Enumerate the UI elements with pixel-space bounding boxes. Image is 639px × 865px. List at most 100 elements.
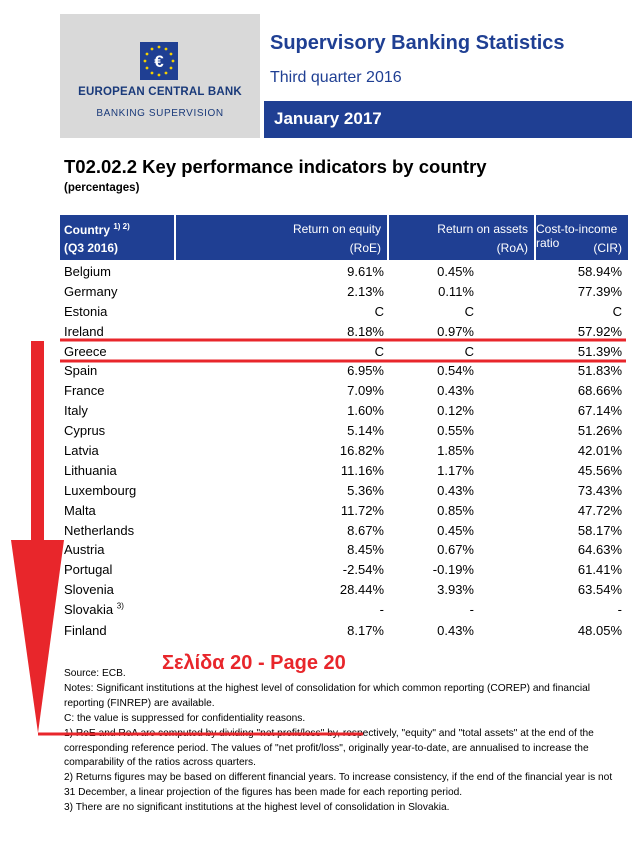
roe-cell: 8.18% (347, 323, 384, 339)
roa-cell: C (464, 303, 474, 319)
ecb-logo-box: € EUROPEAN CENTRAL BANK BANKING SUPERVIS… (60, 14, 260, 138)
roa-cell: 0.11% (438, 283, 474, 299)
cir-cell: 63.54% (577, 582, 622, 598)
country-cell: Spain (64, 361, 97, 381)
country-cell: Slovenia (64, 580, 114, 600)
roe-cell: 28.44% (339, 582, 384, 598)
footnote-2: 2) Returns figures may be based on diffe… (64, 772, 613, 799)
country-cell: Portugal (64, 560, 112, 580)
roa-cell: 0.43% (437, 482, 474, 498)
roe-cell: 7.09% (347, 383, 384, 399)
header-country-label: Country (64, 223, 110, 237)
table-row: Estonia C C C (60, 302, 628, 322)
bank-subtitle: BANKING SUPERVISION (96, 108, 224, 119)
roa-cell: 0.45% (437, 264, 474, 279)
cir-cell: C (612, 303, 622, 319)
cir-cell: 51.83% (577, 363, 622, 379)
roe-cell: 8.17% (347, 622, 384, 638)
header-country: Country 1) 2) (Q3 2016) (60, 215, 174, 260)
header-roa-abbr: (RoA) (496, 241, 528, 255)
roa-cell: 0.97% (437, 323, 474, 339)
country-name: Lithuania (64, 462, 117, 478)
country-name: France (64, 383, 105, 399)
table-row: Austria 8.45% 0.67% 64.63% (60, 540, 628, 560)
roa-cell: -0.19% (432, 562, 474, 578)
table-row: Greece C C 51.39% (60, 342, 628, 362)
header-roe-label: Return on equity (292, 222, 381, 236)
country-cell: France (64, 381, 104, 401)
kpi-table: Country 1) 2) (Q3 2016) Return on equity… (60, 215, 628, 641)
cir-cell: 47.72% (577, 502, 622, 518)
bank-name: EUROPEAN CENTRAL BANK (78, 86, 242, 98)
arrow-head (11, 540, 64, 733)
euro-stars-icon: € (140, 42, 178, 80)
cir-cell: 51.39% (577, 343, 622, 359)
report-date: January 2017 (274, 109, 382, 128)
country-cell: Belgium (64, 262, 111, 282)
cir-cell: 73.43% (577, 482, 622, 498)
country-name: Netherlands (64, 522, 135, 538)
roe-cell: 5.14% (347, 423, 384, 439)
cir-cell: 48.05% (577, 622, 622, 638)
cir-cell: 58.17% (577, 522, 622, 538)
roe-cell: 11.72% (340, 502, 384, 518)
roe-cell: 9.61% (347, 264, 384, 279)
footnote-1: 1) RoE and RoA are computed by dividing … (64, 727, 594, 769)
country-name: Belgium (64, 264, 111, 279)
footnote-3: 3) There are no significant institutions… (64, 802, 450, 814)
roa-cell: 3.93% (437, 582, 474, 598)
roe-cell: 8.45% (347, 542, 384, 558)
table-row: Cyprus 5.14% 0.55% 51.26% (60, 421, 628, 441)
country-cell: Malta (64, 501, 96, 521)
roa-cell: - (469, 602, 474, 618)
roe-cell: -2.54% (342, 562, 384, 578)
notes-text: Notes: Significant institutions at the h… (64, 682, 591, 709)
table-row: Luxembourg 5.36% 0.43% 73.43% (60, 481, 628, 501)
roa-cell: 0.45% (437, 522, 474, 538)
header-country-period: (Q3 2016) (64, 241, 119, 255)
country-cell: Latvia (64, 441, 99, 461)
country-name: Portugal (64, 562, 113, 578)
country-name: Germany (64, 283, 118, 299)
table-row: Malta 11.72% 0.85% 47.72% (60, 501, 628, 521)
country-name: Finland (64, 622, 107, 638)
cir-cell: 67.14% (577, 403, 622, 419)
country-name: Slovenia (64, 582, 114, 598)
title-box: Supervisory Banking Statistics Third qua… (264, 14, 632, 108)
table-row: Lithuania 11.16% 1.17% 45.56% (60, 461, 628, 481)
country-name: Greece (64, 343, 107, 359)
table-row: France 7.09% 0.43% 68.66% (60, 381, 628, 401)
table-body: Belgium 9.61% 0.45% 58.94% Germany 2.13% 0.11%… (60, 262, 628, 641)
country-cell: Lithuania (64, 461, 117, 481)
header-cir: Cost-to-income ratio (CIR) (536, 215, 628, 260)
roe-cell: 2.13% (347, 283, 384, 299)
country-name: Luxembourg (64, 482, 137, 498)
table-row: Italy 1.60% 0.12% 67.14% (60, 401, 628, 421)
cir-cell: 42.01% (577, 443, 622, 459)
table-row: Latvia 16.82% 1.85% 42.01% (60, 441, 628, 461)
country-cell: Ireland (64, 322, 104, 342)
arrow-shaft (31, 341, 44, 553)
country-cell: Germany (64, 282, 117, 302)
table-row: Ireland 8.18% 0.97% 57.92% (60, 322, 628, 342)
table-notes: Source: ECB. Notes: Significant institut… (64, 667, 624, 816)
table-row: Germany 2.13% 0.11% 77.39% (60, 282, 628, 302)
roe-cell: 11.16% (340, 462, 384, 478)
table-row: Spain 6.95% 0.54% 51.83% (60, 361, 628, 381)
header-roa: Return on assets (RoA) (389, 215, 534, 260)
roa-cell: 0.54% (437, 363, 474, 379)
page-annotation-label: Σελίδα 20 - Page 20 (162, 652, 346, 674)
roa-cell: 0.55% (437, 423, 474, 439)
country-name: Spain (64, 363, 98, 379)
table-title: T02.02.2 Key performance indicators by c… (64, 156, 487, 177)
report-header: € EUROPEAN CENTRAL BANK BANKING SUPERVIS… (60, 14, 632, 138)
roe-cell: 6.95% (347, 363, 384, 379)
table-row: Portugal -2.54% -0.19% 61.41% (60, 560, 628, 580)
table-subtitle: (percentages) (64, 182, 140, 194)
cir-cell: 64.63% (577, 542, 622, 558)
country-cell: Greece (64, 342, 107, 362)
country-cell: Luxembourg (64, 481, 136, 501)
country-cell: Italy (64, 401, 88, 421)
confidentiality-note: C: the value is suppressed for confident… (64, 712, 306, 724)
source-note: Source: ECB. (64, 668, 126, 679)
